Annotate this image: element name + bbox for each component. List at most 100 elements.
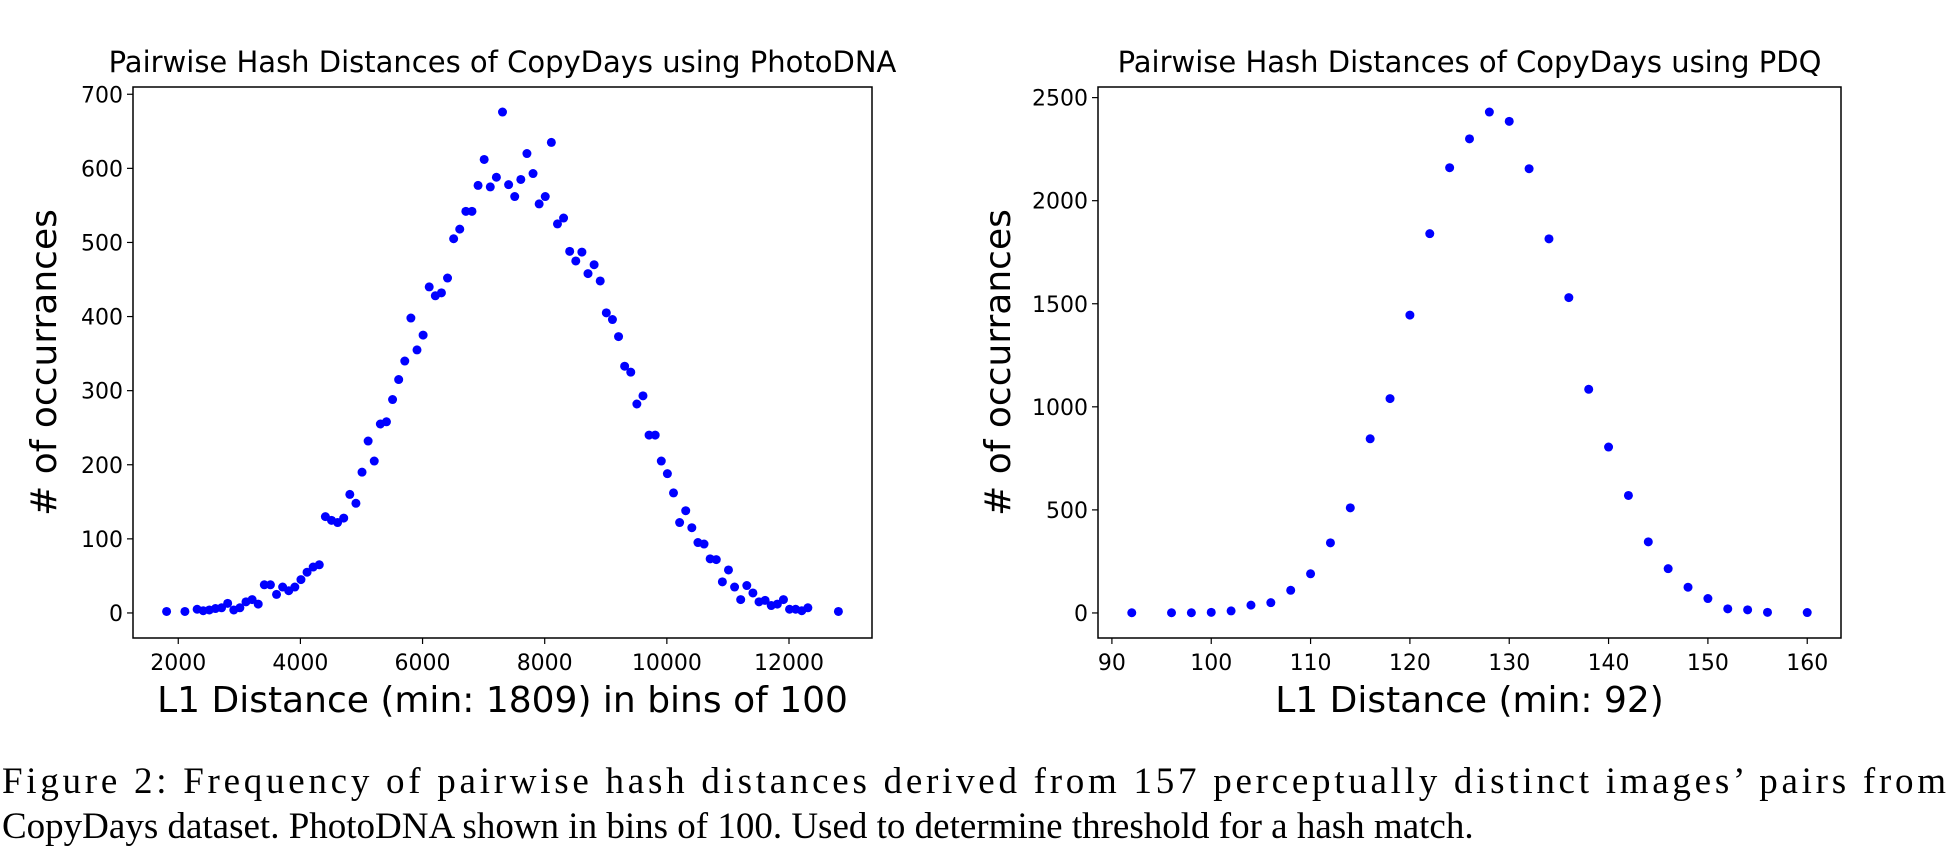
x-axis-label: L1 Distance (min: 92) (1275, 680, 1664, 721)
y-tick-label: 300 (81, 380, 123, 405)
point (1405, 310, 1415, 320)
point (1663, 564, 1673, 574)
point (650, 430, 660, 440)
point (473, 180, 483, 190)
point (1425, 229, 1435, 239)
point (711, 555, 721, 565)
x-axis-label: L1 Distance (min: 1809) in bins of 100 (157, 680, 848, 721)
point (1385, 394, 1395, 404)
point (1604, 442, 1614, 452)
point (406, 313, 416, 323)
point (632, 399, 642, 409)
x-tick-label: 10000 (632, 651, 702, 676)
point (748, 588, 758, 598)
point (180, 606, 190, 616)
point (699, 539, 709, 549)
point (1306, 569, 1316, 579)
point (1465, 134, 1474, 144)
point (528, 169, 538, 179)
point (723, 565, 733, 575)
caption-line: CopyDays dataset. PhotoDNA shown in bins… (2, 806, 1474, 847)
point (1345, 503, 1355, 513)
x-tick-label: 110 (1290, 651, 1332, 676)
point (485, 182, 495, 192)
point (607, 315, 617, 325)
point (1584, 384, 1594, 394)
point (778, 595, 788, 605)
point (577, 247, 587, 257)
x-tick-label: 90 (1098, 651, 1126, 676)
point (589, 260, 599, 270)
point (614, 332, 624, 342)
point (1643, 537, 1653, 547)
point (1325, 538, 1335, 548)
chart-title: Pairwise Hash Distances of CopyDays usin… (1118, 45, 1822, 79)
point (730, 582, 740, 592)
point (669, 488, 679, 498)
x-tick-label: 8000 (517, 651, 573, 676)
point (302, 567, 312, 577)
x-tick-label: 140 (1588, 651, 1630, 676)
point (479, 154, 489, 164)
y-tick-label: 500 (81, 231, 123, 256)
point (601, 308, 611, 318)
point (522, 149, 532, 159)
y-tick-label: 200 (81, 454, 123, 479)
point (1544, 234, 1554, 244)
point (1226, 606, 1236, 616)
x-tick-label: 130 (1488, 651, 1530, 676)
y-tick-label: 700 (81, 83, 123, 108)
point (595, 276, 605, 286)
point (559, 213, 569, 223)
point (223, 598, 233, 608)
y-tick-label: 1000 (1032, 396, 1088, 421)
point (1683, 582, 1693, 592)
x-tick-label: 150 (1687, 651, 1729, 676)
point (571, 256, 581, 266)
y-tick-label: 100 (81, 528, 123, 553)
plot-frame (132, 86, 873, 639)
y-tick-label: 600 (81, 157, 123, 182)
point (552, 219, 562, 229)
point (620, 361, 630, 371)
point (833, 606, 843, 616)
point (1365, 434, 1375, 444)
point (626, 367, 636, 377)
point (1246, 600, 1256, 610)
y-axis-label: # of occurrances (978, 209, 1019, 516)
point (491, 172, 501, 182)
point (339, 513, 349, 523)
point (1206, 607, 1216, 617)
point (369, 456, 379, 466)
y-tick-label: 2000 (1032, 190, 1088, 215)
point (1167, 608, 1177, 618)
point (760, 595, 770, 605)
point (742, 581, 752, 591)
point (1445, 163, 1455, 173)
x-tick-label: 6000 (395, 651, 451, 676)
y-tick-label: 1500 (1032, 293, 1088, 318)
point (357, 467, 367, 477)
point (504, 180, 514, 190)
point (510, 192, 520, 202)
point (467, 206, 477, 216)
caption-line: Figure 2: Frequency of pairwise hash dis… (2, 761, 1946, 802)
point (1703, 594, 1713, 604)
point (583, 269, 593, 279)
point (296, 575, 306, 585)
point (687, 523, 697, 533)
point (394, 375, 404, 385)
y-axis-label: # of occurrances (24, 209, 65, 516)
point (1127, 608, 1137, 618)
point (272, 589, 282, 599)
point (162, 606, 172, 616)
point (314, 560, 324, 570)
point (681, 506, 691, 516)
point (546, 137, 556, 147)
point (498, 107, 507, 117)
point (565, 246, 575, 256)
x-tick-label: 120 (1389, 651, 1431, 676)
plot-frame (1097, 86, 1842, 639)
point (436, 288, 446, 298)
